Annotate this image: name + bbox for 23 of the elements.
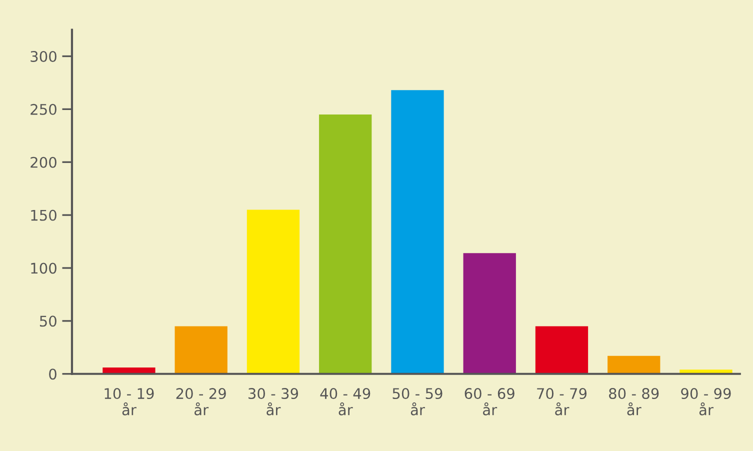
x-tick-label: 80 - 89 år <box>609 388 659 416</box>
x-tick-label: 20 - 29 år <box>176 388 226 416</box>
y-tick-label: 200 <box>30 156 56 168</box>
bar <box>174 326 228 374</box>
x-tick-label: 40 - 49 år <box>320 388 370 416</box>
y-tick-label: 0 <box>49 368 56 380</box>
bar <box>246 210 300 374</box>
y-tick-label: 300 <box>30 50 56 62</box>
bar <box>535 326 588 374</box>
y-tick-label: 50 <box>40 316 56 327</box>
x-tick-label: 60 - 69 år <box>464 388 514 416</box>
y-tick-label: 150 <box>31 210 56 221</box>
x-tick-label: 90 - 99 år <box>681 388 731 416</box>
x-tick-label: 70 - 79 år <box>537 388 587 416</box>
y-tick-label: 250 <box>30 104 56 115</box>
x-tick-label: 50 - 59 år <box>392 388 442 416</box>
bar <box>608 356 660 374</box>
bar <box>319 114 372 374</box>
x-tick-label: 30 - 39 år <box>248 388 298 416</box>
y-tick-label: 100 <box>31 262 56 274</box>
bar <box>391 90 444 374</box>
bar <box>463 253 516 374</box>
x-tick-label: 10 - 19 år <box>104 388 154 416</box>
